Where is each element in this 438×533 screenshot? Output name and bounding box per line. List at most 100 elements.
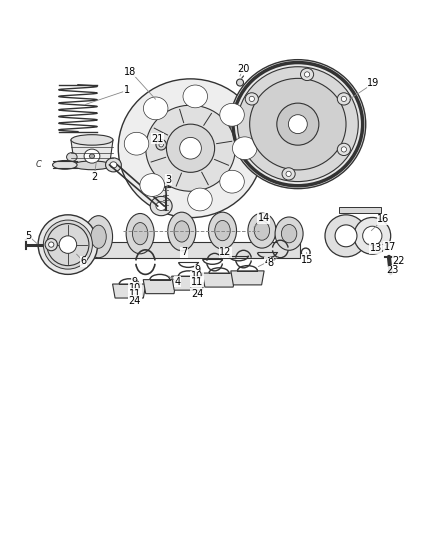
- Polygon shape: [52, 242, 300, 258]
- Ellipse shape: [143, 97, 168, 120]
- Text: 9: 9: [132, 277, 138, 287]
- Polygon shape: [71, 140, 113, 165]
- Text: 3: 3: [166, 175, 172, 185]
- Ellipse shape: [110, 162, 117, 168]
- Ellipse shape: [67, 152, 77, 161]
- Text: 24: 24: [191, 289, 203, 298]
- Text: 20: 20: [237, 63, 249, 74]
- Text: 6: 6: [80, 256, 86, 266]
- Ellipse shape: [43, 220, 92, 269]
- Ellipse shape: [288, 115, 307, 134]
- Ellipse shape: [71, 135, 113, 145]
- Text: 9: 9: [194, 265, 200, 275]
- Ellipse shape: [126, 214, 154, 254]
- Ellipse shape: [248, 213, 276, 248]
- Ellipse shape: [282, 168, 295, 180]
- Ellipse shape: [281, 224, 297, 243]
- Ellipse shape: [245, 93, 258, 105]
- Ellipse shape: [341, 96, 346, 101]
- Text: 5: 5: [25, 231, 32, 241]
- Ellipse shape: [168, 212, 196, 251]
- Text: 17: 17: [384, 242, 396, 252]
- Ellipse shape: [38, 215, 98, 274]
- Polygon shape: [143, 280, 177, 294]
- Ellipse shape: [180, 138, 201, 159]
- Ellipse shape: [49, 242, 54, 247]
- Ellipse shape: [337, 93, 350, 105]
- Polygon shape: [172, 276, 205, 290]
- Ellipse shape: [208, 212, 237, 249]
- Ellipse shape: [132, 223, 148, 245]
- Ellipse shape: [89, 154, 95, 158]
- Ellipse shape: [237, 67, 358, 182]
- Ellipse shape: [354, 217, 391, 254]
- Text: 2: 2: [91, 172, 97, 182]
- Ellipse shape: [106, 158, 121, 172]
- Ellipse shape: [53, 160, 77, 169]
- Polygon shape: [231, 271, 264, 285]
- Ellipse shape: [118, 79, 263, 217]
- Text: 10: 10: [129, 282, 141, 293]
- Ellipse shape: [254, 221, 270, 240]
- Ellipse shape: [220, 171, 244, 193]
- Ellipse shape: [220, 103, 244, 126]
- Text: 7: 7: [181, 247, 187, 257]
- Ellipse shape: [146, 105, 235, 191]
- Text: 10: 10: [191, 271, 203, 281]
- Ellipse shape: [73, 161, 111, 169]
- Text: 15: 15: [301, 255, 314, 265]
- Text: 14: 14: [258, 213, 270, 223]
- Text: 8: 8: [268, 258, 274, 268]
- Text: 19: 19: [367, 78, 379, 88]
- Text: 4: 4: [174, 277, 180, 287]
- Polygon shape: [202, 273, 236, 287]
- Ellipse shape: [156, 201, 166, 211]
- Ellipse shape: [304, 72, 310, 77]
- Text: 23: 23: [386, 265, 398, 275]
- Polygon shape: [339, 207, 381, 213]
- Ellipse shape: [275, 217, 303, 251]
- Ellipse shape: [84, 149, 100, 163]
- Ellipse shape: [140, 174, 164, 197]
- Polygon shape: [113, 284, 146, 298]
- Text: 18: 18: [124, 67, 137, 77]
- Text: 11: 11: [129, 289, 141, 298]
- Text: 16: 16: [377, 214, 389, 224]
- Ellipse shape: [341, 147, 346, 152]
- Ellipse shape: [237, 79, 244, 86]
- Ellipse shape: [159, 142, 163, 147]
- Text: 21: 21: [152, 134, 164, 143]
- Ellipse shape: [166, 124, 215, 172]
- Ellipse shape: [187, 188, 212, 211]
- Ellipse shape: [300, 68, 314, 80]
- Ellipse shape: [124, 132, 149, 155]
- Ellipse shape: [335, 225, 357, 247]
- Ellipse shape: [215, 221, 230, 241]
- Ellipse shape: [59, 236, 77, 253]
- Ellipse shape: [47, 223, 89, 265]
- Ellipse shape: [183, 85, 208, 108]
- Ellipse shape: [233, 137, 257, 159]
- Text: 4: 4: [264, 257, 270, 267]
- Ellipse shape: [325, 215, 367, 257]
- Text: 1: 1: [124, 85, 130, 95]
- Ellipse shape: [156, 140, 166, 150]
- Text: 11: 11: [191, 277, 203, 287]
- Ellipse shape: [286, 171, 291, 176]
- Ellipse shape: [91, 225, 106, 248]
- Text: 12: 12: [219, 247, 232, 257]
- Ellipse shape: [277, 103, 319, 145]
- Ellipse shape: [250, 78, 346, 170]
- Ellipse shape: [45, 238, 57, 251]
- Ellipse shape: [249, 96, 254, 101]
- Text: 22: 22: [392, 256, 405, 266]
- Ellipse shape: [363, 226, 382, 246]
- Ellipse shape: [85, 216, 113, 258]
- Ellipse shape: [150, 197, 172, 216]
- Ellipse shape: [337, 143, 350, 156]
- Text: 24: 24: [129, 296, 141, 305]
- Text: 13: 13: [370, 243, 382, 253]
- Ellipse shape: [174, 221, 190, 242]
- Text: C: C: [35, 160, 42, 169]
- Ellipse shape: [230, 60, 366, 189]
